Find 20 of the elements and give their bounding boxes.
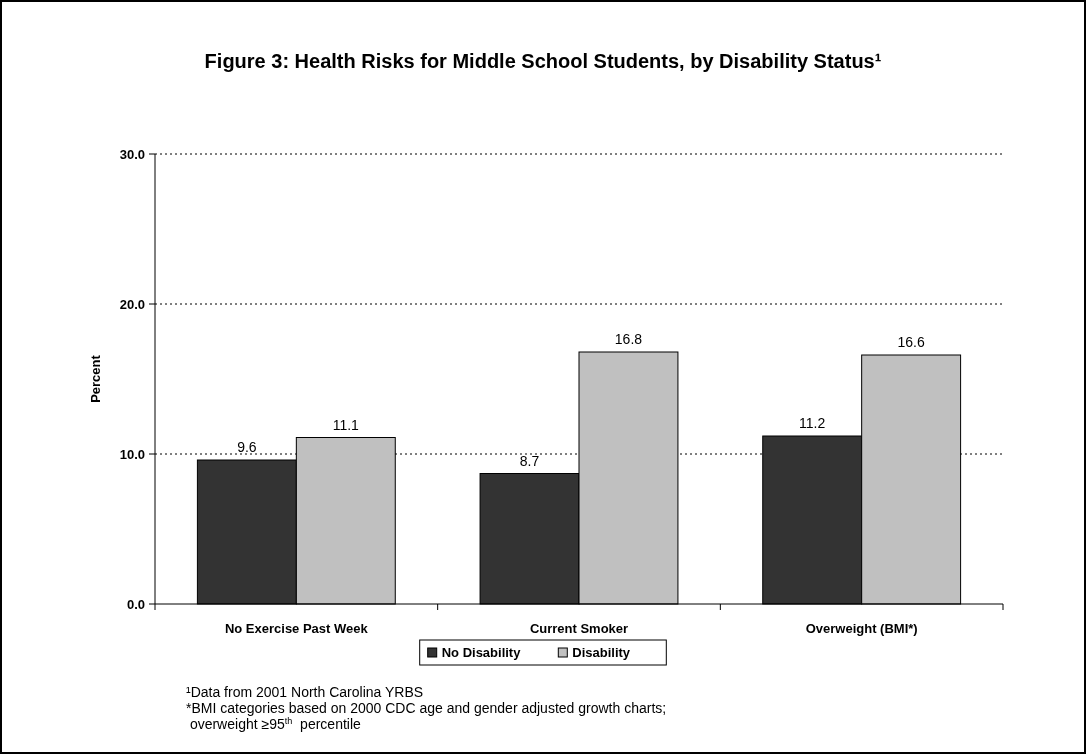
y-tick-label: 20.0: [119, 297, 145, 312]
data-label: 11.2: [799, 415, 826, 431]
y-tick-label: 30.0: [119, 147, 145, 162]
text: ¹Data from 2001 North Carolina YRBS: [186, 684, 424, 700]
text: overweight ≥95$^{th}$ percentile: [186, 716, 362, 732]
x-tick-label: No Exercise Past Week: [224, 621, 369, 636]
data-label: 16.8: [614, 331, 643, 347]
legend-label: No Disability: [441, 645, 522, 660]
legend-label: Disability: [572, 645, 631, 660]
y-axis-title: Percent: [88, 354, 103, 403]
data-label: 8.7: [519, 452, 540, 469]
data-label: 16.6: [897, 334, 925, 350]
y-tick-label: 10.0: [119, 447, 145, 462]
chart-title: Figure 3: Health Risks for Middle School Students, by Disability Status¹: [204, 50, 882, 72]
text: *BMI categories based on 2000 CDC age and gender adjusted growth charts;: [186, 700, 667, 716]
x-tick-label: Overweight (BMI*): [805, 621, 918, 636]
x-tick-label: Current Smoker: [529, 621, 629, 636]
data-label: 9.6: [237, 439, 257, 455]
data-label: 11.1: [332, 416, 360, 433]
y-tick-label: 0.0: [126, 597, 145, 612]
